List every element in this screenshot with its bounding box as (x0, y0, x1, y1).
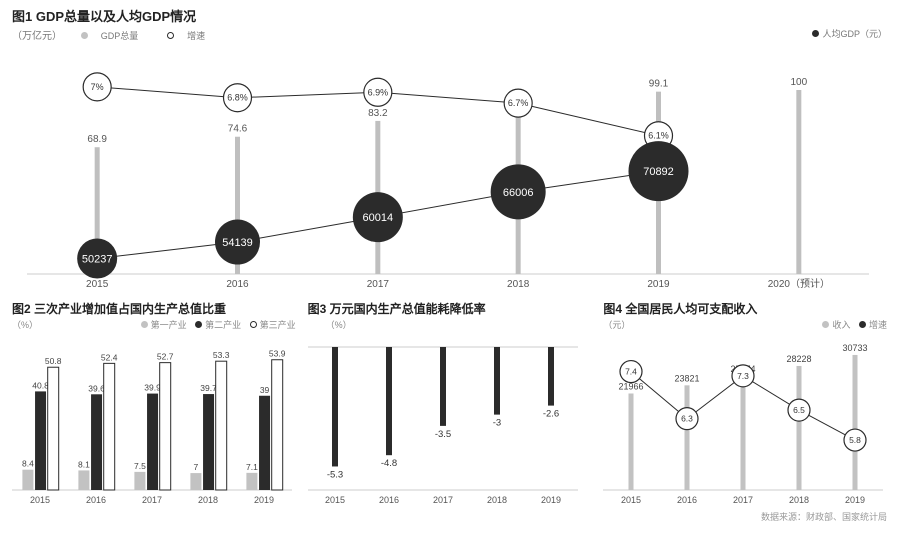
svg-text:-2.6: -2.6 (542, 409, 558, 420)
svg-text:7.5: 7.5 (134, 461, 146, 471)
svg-text:6.7%: 6.7% (508, 98, 529, 108)
chart1-subtitle: （万亿元） GDP总量 增速 人均GDP（元） (12, 27, 887, 42)
svg-text:2016: 2016 (677, 495, 697, 505)
svg-text:74.6: 74.6 (228, 124, 248, 135)
chart4-sub: （元） 收入 增速 (603, 318, 887, 331)
svg-text:2018: 2018 (789, 495, 809, 505)
chart4-legend: 收入 增速 (816, 318, 887, 331)
chart2-title: 图2 三次产业增加值占国内生产总值比重 (12, 300, 296, 317)
svg-text:83.2: 83.2 (368, 108, 388, 119)
svg-text:2015: 2015 (30, 495, 50, 505)
svg-text:39.6: 39.6 (88, 383, 105, 393)
data-source: 数据来源：财政部、国家统计局 (12, 510, 887, 523)
svg-text:2020（预计）: 2020（预计） (768, 277, 830, 290)
svg-text:2015: 2015 (621, 495, 641, 505)
chart3-sub: （%） (308, 318, 592, 331)
legend-gdp-total: GDP总量 (81, 29, 149, 42)
chart1-canvas: 68.9201574.6201683.2201791.9201899.12019… (12, 46, 887, 294)
svg-text:40.8: 40.8 (32, 380, 49, 390)
svg-text:2017: 2017 (142, 495, 162, 505)
svg-text:7.4: 7.4 (625, 367, 637, 377)
chart1-title: 图1 GDP总量以及人均GDP情况 (12, 6, 887, 25)
svg-text:66006: 66006 (503, 187, 534, 199)
svg-text:6.3: 6.3 (681, 414, 693, 424)
svg-text:6.1%: 6.1% (648, 131, 669, 141)
svg-text:8.1: 8.1 (78, 459, 90, 469)
svg-text:2018: 2018 (487, 495, 507, 505)
svg-text:39.9: 39.9 (144, 383, 161, 393)
svg-text:7: 7 (194, 462, 199, 472)
chart1-unit: （万亿元） (12, 31, 62, 42)
svg-text:50.8: 50.8 (45, 356, 62, 366)
svg-text:2018: 2018 (507, 279, 530, 290)
svg-text:70892: 70892 (643, 166, 674, 178)
chart4-title: 图4 全国居民人均可支配收入 (603, 300, 887, 317)
svg-text:54139: 54139 (222, 237, 253, 249)
svg-text:52.7: 52.7 (157, 352, 174, 362)
svg-text:2016: 2016 (379, 495, 399, 505)
chart3-unit: （%） (326, 318, 352, 331)
svg-text:7%: 7% (91, 82, 104, 92)
svg-text:23821: 23821 (675, 373, 700, 383)
panel3: 图3 万元国内生产总值能耗降低率 （%） -5.3 2015 -4.8 2016 -3.… (308, 300, 592, 508)
svg-text:7.1: 7.1 (246, 462, 258, 472)
chart4-unit: （元） (603, 318, 630, 331)
svg-text:68.9: 68.9 (87, 134, 107, 145)
svg-text:2018: 2018 (198, 495, 218, 505)
svg-text:8.4: 8.4 (22, 459, 34, 469)
svg-text:53.9: 53.9 (269, 349, 286, 359)
chart1-legend-left: （万亿元） GDP总量 增速 (12, 27, 225, 42)
svg-text:30733: 30733 (843, 343, 868, 353)
chart1-legend-right: 人均GDP（元） (806, 27, 887, 42)
svg-text:-4.8: -4.8 (380, 458, 396, 469)
svg-text:2019: 2019 (541, 495, 561, 505)
legend-per-capita: 人均GDP（元） (812, 27, 887, 40)
svg-text:2017: 2017 (367, 279, 390, 290)
svg-text:2015: 2015 (325, 495, 345, 505)
svg-text:28228: 28228 (787, 354, 812, 364)
svg-text:2016: 2016 (86, 495, 106, 505)
svg-text:2017: 2017 (433, 495, 453, 505)
panel4: 图4 全国居民人均可支配收入 （元） 收入 增速 219662015238212… (603, 300, 887, 508)
svg-text:7.3: 7.3 (737, 371, 749, 381)
svg-text:99.1: 99.1 (649, 79, 669, 90)
svg-text:2019: 2019 (647, 279, 670, 290)
chart2-unit: （%） (12, 318, 38, 331)
svg-text:2016: 2016 (226, 279, 249, 290)
svg-text:5.8: 5.8 (849, 435, 861, 445)
chart3-canvas: -5.3 2015 -4.8 2016 -3.5 2017 -3 2018 -2.6 2019 (308, 333, 592, 508)
svg-text:50237: 50237 (82, 254, 113, 266)
svg-text:6.8%: 6.8% (227, 93, 248, 103)
svg-text:39.7: 39.7 (200, 383, 217, 393)
svg-text:2019: 2019 (845, 495, 865, 505)
svg-text:-3: -3 (492, 418, 500, 429)
legend-growth: 增速 (167, 29, 215, 42)
svg-text:100: 100 (790, 77, 807, 88)
svg-text:6.5: 6.5 (793, 405, 805, 415)
svg-text:2019: 2019 (254, 495, 274, 505)
chart2-canvas: 2015 8.4 40.8 50.8 2016 8.1 39.6 52.4 2017 7.5 39.… (12, 333, 296, 508)
svg-text:39: 39 (260, 385, 270, 395)
svg-text:60014: 60014 (363, 212, 394, 224)
svg-text:53.3: 53.3 (213, 350, 230, 360)
bottom-row: 图2 三次产业增加值占国内生产总值比重 （%） 第一产业 第二产业 第三产业 2… (12, 300, 887, 508)
svg-text:6.9%: 6.9% (368, 87, 389, 97)
panel2: 图2 三次产业增加值占国内生产总值比重 （%） 第一产业 第二产业 第三产业 2… (12, 300, 296, 508)
svg-text:52.4: 52.4 (101, 352, 118, 362)
page: 图1 GDP总量以及人均GDP情况 （万亿元） GDP总量 增速 人均GDP（元… (0, 0, 899, 540)
svg-text:2015: 2015 (86, 279, 109, 290)
svg-text:-3.5: -3.5 (434, 429, 450, 440)
chart2-legend: 第一产业 第二产业 第三产业 (135, 318, 296, 331)
chart3-title: 图3 万元国内生产总值能耗降低率 (308, 300, 592, 317)
chart4-canvas: 2196620152382120162597420172822820183073… (603, 333, 887, 508)
svg-text:2017: 2017 (733, 495, 753, 505)
chart2-sub: （%） 第一产业 第二产业 第三产业 (12, 318, 296, 331)
svg-text:-5.3: -5.3 (326, 469, 342, 480)
